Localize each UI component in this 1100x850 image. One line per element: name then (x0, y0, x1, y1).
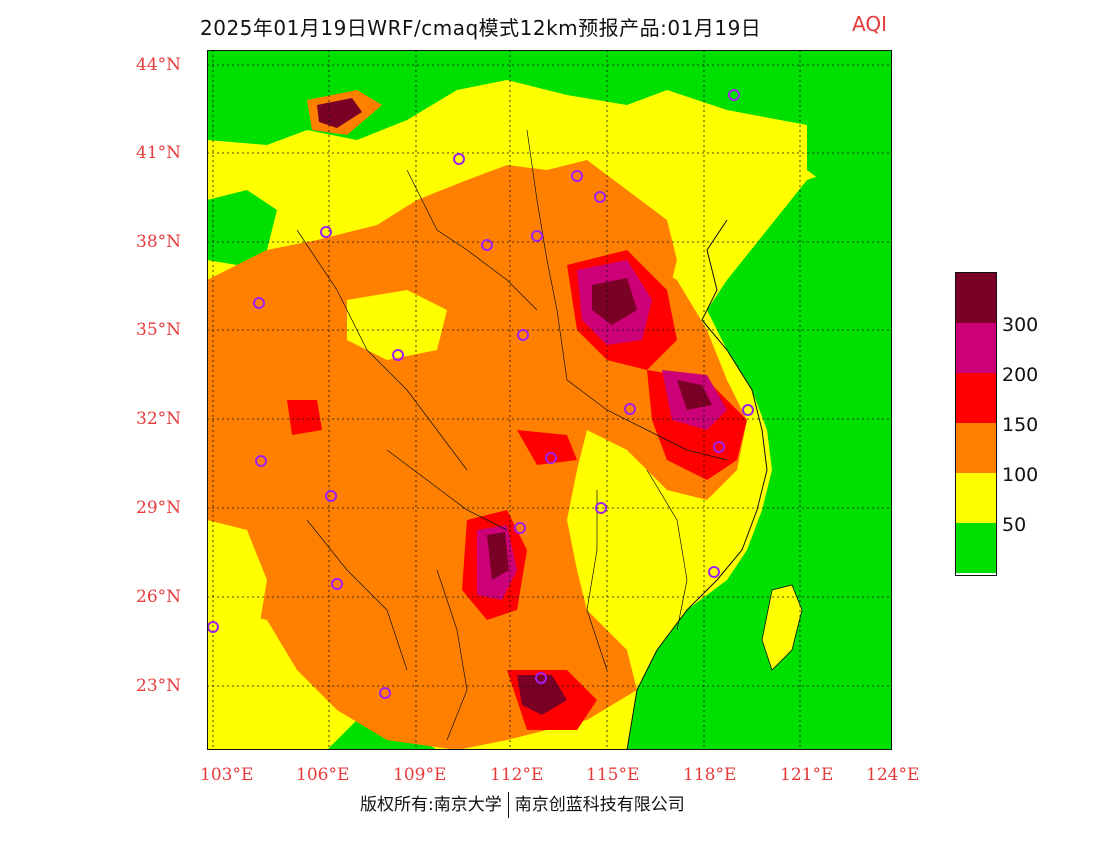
legend-swatch (956, 373, 996, 423)
copyright-owner: 版权所有:南京大学 (360, 795, 502, 815)
station-marker (392, 349, 404, 361)
green-zone-west (207, 190, 277, 265)
green-zone-northeast (807, 90, 892, 200)
lon-label-124e: 124°E (866, 765, 920, 785)
station-marker (728, 89, 740, 101)
aqi-legend (955, 272, 997, 576)
lon-label-112e: 112°E (490, 765, 544, 785)
variable-label: AQI (852, 12, 887, 36)
lat-label-32n: 32°N (136, 409, 182, 429)
station-marker (320, 226, 332, 238)
lat-label-29n: 29°N (136, 498, 182, 518)
legend-label-300: 300 (1002, 314, 1039, 336)
legend-swatch (956, 273, 996, 323)
lon-label-103e: 103°E (200, 765, 254, 785)
legend-swatch (956, 423, 996, 473)
map-frame (207, 50, 892, 750)
legend-label-200: 200 (1002, 364, 1039, 386)
legend-label-50: 50 (1002, 514, 1027, 536)
province-boundaries (296, 129, 728, 741)
lon-label-118e: 118°E (683, 765, 737, 785)
station-marker (708, 566, 720, 578)
darkred-zone-north (592, 278, 637, 325)
red-zone-sichuan (287, 400, 322, 435)
footer-divider (507, 792, 509, 818)
station-marker (379, 687, 391, 699)
legend-swatch (956, 523, 996, 573)
copyright-company: 南京创蓝科技有限公司 (514, 795, 685, 815)
lon-label-115e: 115°E (586, 765, 640, 785)
station-marker (624, 403, 636, 415)
darkred-zone-guangdong (517, 675, 567, 715)
darkred-zone-east (677, 380, 712, 410)
aqi-map-svg (207, 50, 892, 751)
station-marker (325, 490, 337, 502)
station-marker (713, 441, 725, 453)
station-marker (481, 239, 493, 251)
yellow-zone-center (347, 290, 447, 360)
green-zone-sea (627, 150, 892, 750)
lat-label-44n: 44°N (136, 55, 182, 75)
yellow-zone-southwest (207, 520, 267, 710)
station-marker (255, 455, 267, 467)
coastline (626, 219, 768, 751)
green-zone-north (207, 50, 892, 145)
lon-label-109e: 109°E (393, 765, 447, 785)
lat-label-38n: 38°N (136, 232, 182, 252)
lat-label-23n: 23°N (136, 676, 182, 696)
station-marker (571, 170, 583, 182)
legend-label-150: 150 (1002, 414, 1039, 436)
darkred-zone-inner-mongolia (317, 98, 362, 128)
lat-label-41n: 41°N (136, 143, 182, 163)
copyright-footer: 版权所有:南京大学 南京创蓝科技有限公司 (360, 790, 685, 818)
station-marker (742, 404, 754, 416)
legend-label-100: 100 (1002, 464, 1039, 486)
map-title: 2025年01月19日WRF/cmaq模式12km预报产品:01月19日 (200, 16, 762, 40)
lon-label-121e: 121°E (780, 765, 834, 785)
aqi-map (207, 50, 892, 751)
taiwan-island (761, 584, 803, 671)
station-marker (253, 297, 265, 309)
red-zone-hubei (517, 430, 577, 465)
lat-label-26n: 26°N (136, 587, 182, 607)
lat-label-35n: 35°N (136, 320, 182, 340)
station-marker (331, 578, 343, 590)
lon-label-106e: 106°E (296, 765, 350, 785)
legend-swatch (956, 473, 996, 523)
station-marker (595, 502, 607, 514)
station-marker (594, 191, 606, 203)
station-marker (514, 522, 526, 534)
station-marker (531, 230, 543, 242)
legend-swatch (956, 323, 996, 373)
station-marker (545, 452, 557, 464)
darkred-zone-hunan (487, 532, 509, 580)
station-marker (535, 672, 547, 684)
station-marker (453, 153, 465, 165)
station-marker (517, 329, 529, 341)
lat-lon-grid (207, 50, 892, 750)
